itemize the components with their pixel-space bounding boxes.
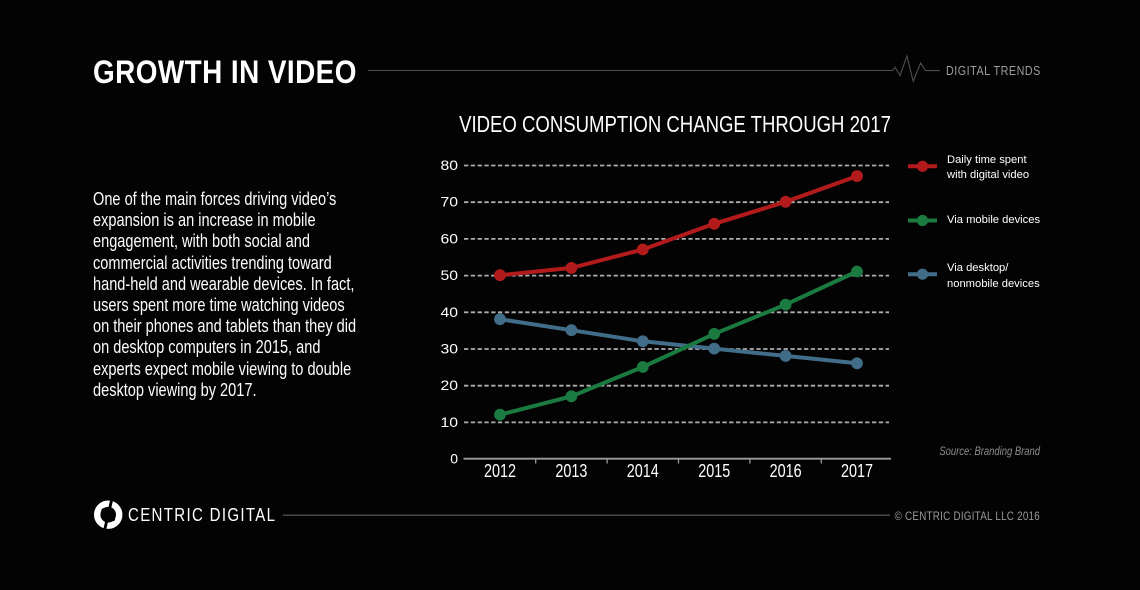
svg-text:20: 20 (441, 377, 459, 393)
svg-text:80: 80 (441, 157, 459, 173)
svg-text:2012: 2012 (484, 461, 516, 481)
svg-text:2016: 2016 (770, 461, 802, 481)
svg-text:0: 0 (450, 451, 458, 467)
svg-text:30: 30 (441, 341, 459, 357)
svg-text:70: 70 (441, 194, 459, 210)
svg-text:2017: 2017 (841, 461, 873, 481)
svg-text:2013: 2013 (555, 461, 587, 481)
svg-text:2015: 2015 (698, 461, 730, 481)
svg-text:40: 40 (441, 304, 459, 320)
svg-text:2014: 2014 (627, 461, 659, 481)
svg-text:10: 10 (441, 414, 459, 430)
svg-text:50: 50 (441, 267, 459, 283)
svg-text:60: 60 (441, 230, 459, 246)
